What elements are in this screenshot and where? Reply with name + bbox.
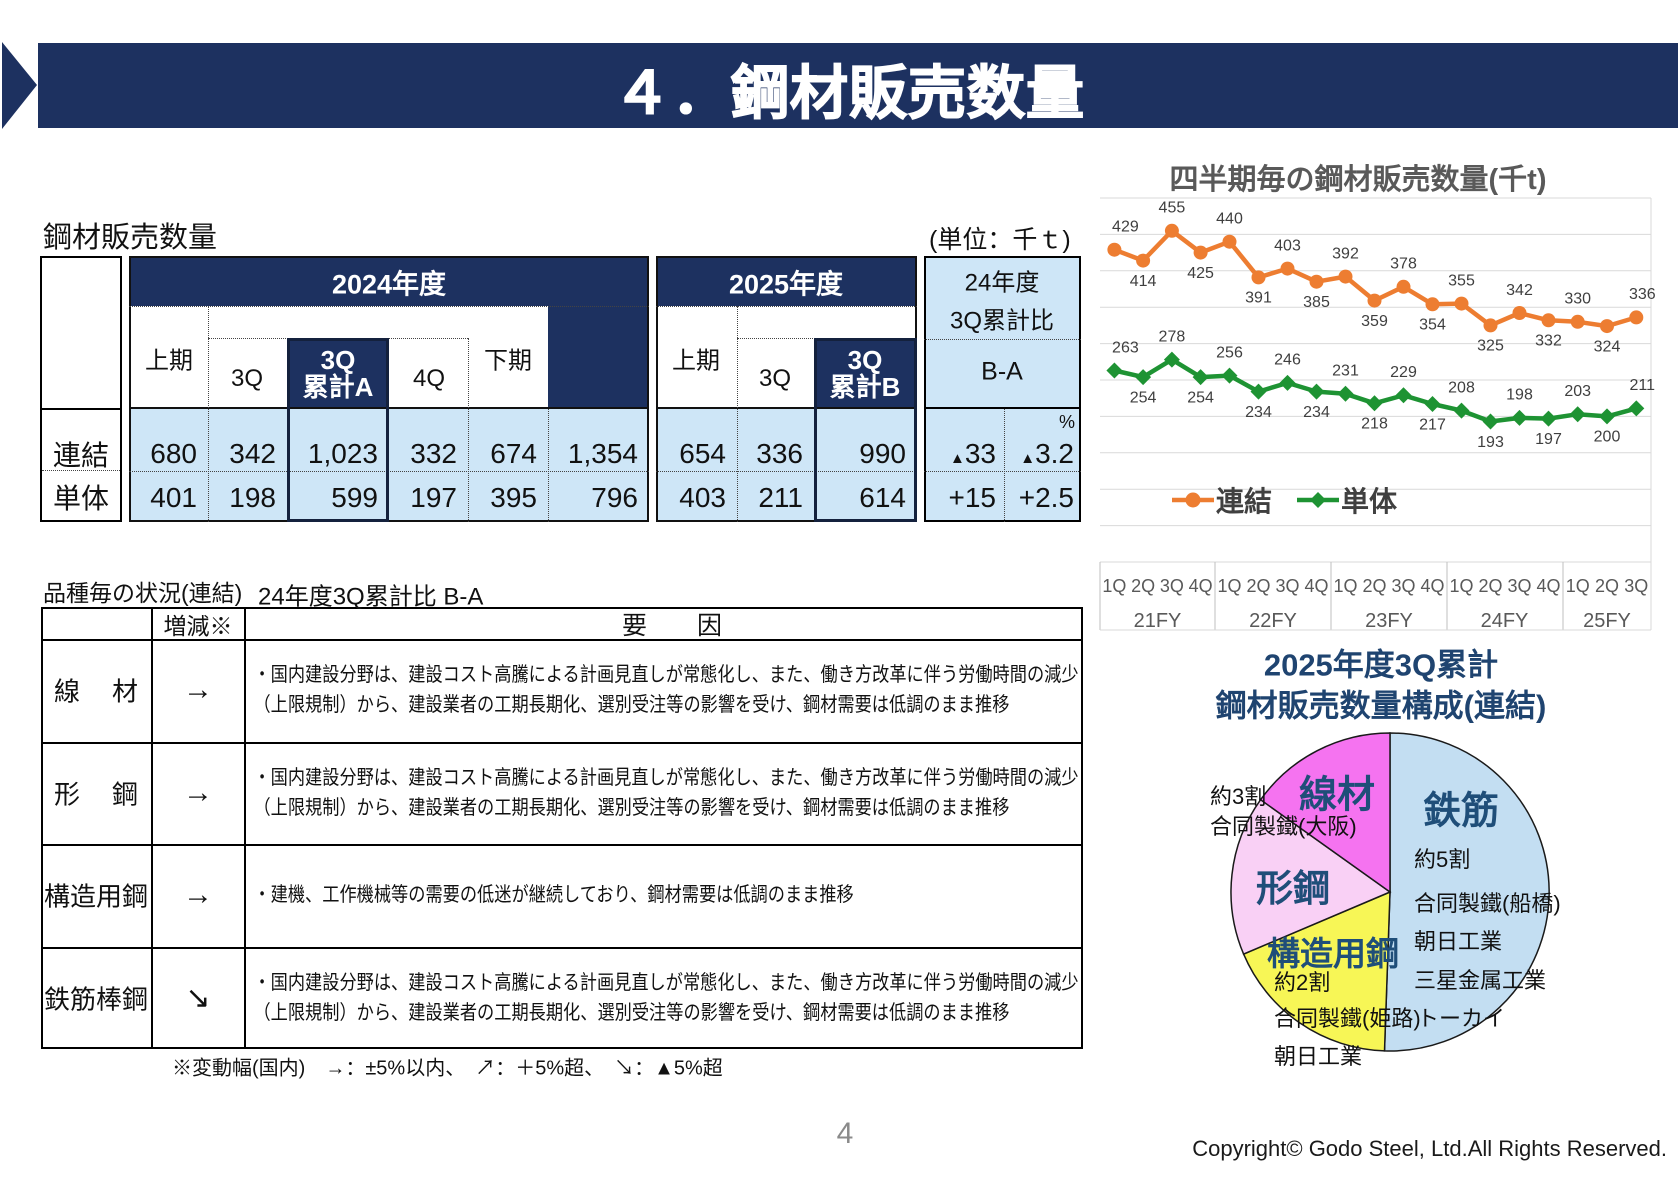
svg-text:336: 336 xyxy=(1629,286,1656,303)
svg-text:385: 385 xyxy=(1303,294,1330,311)
svg-text:3Q: 3Q xyxy=(1160,576,1184,596)
svg-text:2Q: 2Q xyxy=(1595,576,1619,596)
svg-text:455: 455 xyxy=(1159,200,1186,217)
svg-text:1Q: 1Q xyxy=(1333,576,1357,596)
svg-text:4Q: 4Q xyxy=(1420,576,1444,596)
svg-text:354: 354 xyxy=(1419,317,1446,334)
svg-text:2Q: 2Q xyxy=(1362,576,1386,596)
svg-text:414: 414 xyxy=(1130,273,1157,290)
svg-text:254: 254 xyxy=(1130,389,1157,406)
svg-text:325: 325 xyxy=(1477,338,1504,355)
svg-text:425: 425 xyxy=(1187,265,1214,282)
svg-text:1Q: 1Q xyxy=(1566,576,1590,596)
svg-text:2Q: 2Q xyxy=(1131,576,1155,596)
svg-text:429: 429 xyxy=(1112,219,1139,236)
svg-text:403: 403 xyxy=(1274,237,1301,254)
svg-text:359: 359 xyxy=(1361,313,1388,330)
svg-text:342: 342 xyxy=(1506,282,1533,299)
svg-text:23FY: 23FY xyxy=(1365,610,1413,632)
svg-text:4Q: 4Q xyxy=(1536,576,1560,596)
svg-text:1Q: 1Q xyxy=(1102,576,1126,596)
svg-text:392: 392 xyxy=(1332,245,1359,262)
svg-text:211: 211 xyxy=(1630,377,1656,394)
svg-text:355: 355 xyxy=(1448,272,1475,289)
svg-text:256: 256 xyxy=(1216,344,1243,361)
svg-text:203: 203 xyxy=(1564,383,1591,400)
svg-text:3Q: 3Q xyxy=(1275,576,1299,596)
svg-text:218: 218 xyxy=(1361,416,1388,433)
svg-text:24FY: 24FY xyxy=(1481,610,1529,632)
svg-text:391: 391 xyxy=(1245,290,1272,307)
svg-text:3Q: 3Q xyxy=(1507,576,1531,596)
svg-text:22FY: 22FY xyxy=(1249,610,1297,632)
svg-text:2Q: 2Q xyxy=(1246,576,1270,596)
svg-text:440: 440 xyxy=(1216,211,1243,228)
svg-text:1Q: 1Q xyxy=(1217,576,1241,596)
svg-text:197: 197 xyxy=(1535,431,1562,448)
svg-text:4Q: 4Q xyxy=(1304,576,1328,596)
svg-text:332: 332 xyxy=(1535,333,1562,350)
svg-text:234: 234 xyxy=(1303,404,1330,421)
svg-text:217: 217 xyxy=(1419,416,1446,433)
svg-text:263: 263 xyxy=(1112,339,1139,356)
svg-text:378: 378 xyxy=(1390,256,1417,273)
svg-text:278: 278 xyxy=(1159,328,1186,345)
svg-text:254: 254 xyxy=(1187,389,1214,406)
svg-text:208: 208 xyxy=(1448,379,1475,396)
svg-text:229: 229 xyxy=(1390,364,1417,381)
svg-text:231: 231 xyxy=(1332,363,1359,380)
svg-text:1Q: 1Q xyxy=(1449,576,1473,596)
svg-text:324: 324 xyxy=(1594,338,1621,355)
svg-text:330: 330 xyxy=(1564,291,1591,308)
svg-text:234: 234 xyxy=(1245,404,1272,421)
svg-text:3Q: 3Q xyxy=(1391,576,1415,596)
svg-text:4Q: 4Q xyxy=(1189,576,1213,596)
svg-text:198: 198 xyxy=(1506,387,1533,404)
svg-text:200: 200 xyxy=(1594,429,1621,446)
svg-text:246: 246 xyxy=(1274,352,1301,369)
svg-text:21FY: 21FY xyxy=(1134,610,1182,632)
svg-text:3Q: 3Q xyxy=(1624,576,1648,596)
svg-text:2Q: 2Q xyxy=(1478,576,1502,596)
svg-text:25FY: 25FY xyxy=(1583,610,1631,632)
svg-text:193: 193 xyxy=(1477,434,1504,451)
